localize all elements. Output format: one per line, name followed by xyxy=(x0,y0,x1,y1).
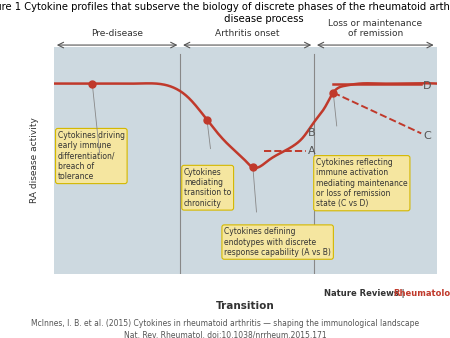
Text: A: A xyxy=(308,146,316,156)
Text: Loss or maintenance
of remission: Loss or maintenance of remission xyxy=(328,19,423,38)
Text: Cytokines driving
early immune
differentiation/
breach of
tolerance: Cytokines driving early immune different… xyxy=(58,131,125,181)
Text: Nat. Rev. Rheumatol. doi:10.1038/nrrheum.2015.171: Nat. Rev. Rheumatol. doi:10.1038/nrrheum… xyxy=(124,331,326,338)
Text: Cytokines reflecting
immune activation
mediating maintenance
or loss of remissio: Cytokines reflecting immune activation m… xyxy=(316,158,408,209)
Text: Rheumatology: Rheumatology xyxy=(394,289,450,298)
Text: Figure 1 Cytokine profiles that subserve the biology of discrete phases of the r: Figure 1 Cytokine profiles that subserve… xyxy=(0,2,450,24)
Text: C: C xyxy=(423,131,431,141)
Text: Cytokines defining
endotypes with discrete
response capability (A vs B): Cytokines defining endotypes with discre… xyxy=(224,227,331,257)
Text: Pre-disease: Pre-disease xyxy=(91,29,143,38)
Text: Nature Reviews |: Nature Reviews | xyxy=(324,289,408,298)
Text: Arthritis onset: Arthritis onset xyxy=(215,29,279,38)
Text: D: D xyxy=(423,81,432,91)
Text: Transition: Transition xyxy=(216,301,274,311)
Text: McInnes, I. B. et al. (2015) Cytokines in rheumatoid arthritis — shaping the imm: McInnes, I. B. et al. (2015) Cytokines i… xyxy=(31,319,419,329)
Text: RA disease activity: RA disease activity xyxy=(30,118,40,203)
Text: B: B xyxy=(308,128,316,138)
Text: Cytokines
mediating
transition to
chronicity: Cytokines mediating transition to chroni… xyxy=(184,168,231,208)
